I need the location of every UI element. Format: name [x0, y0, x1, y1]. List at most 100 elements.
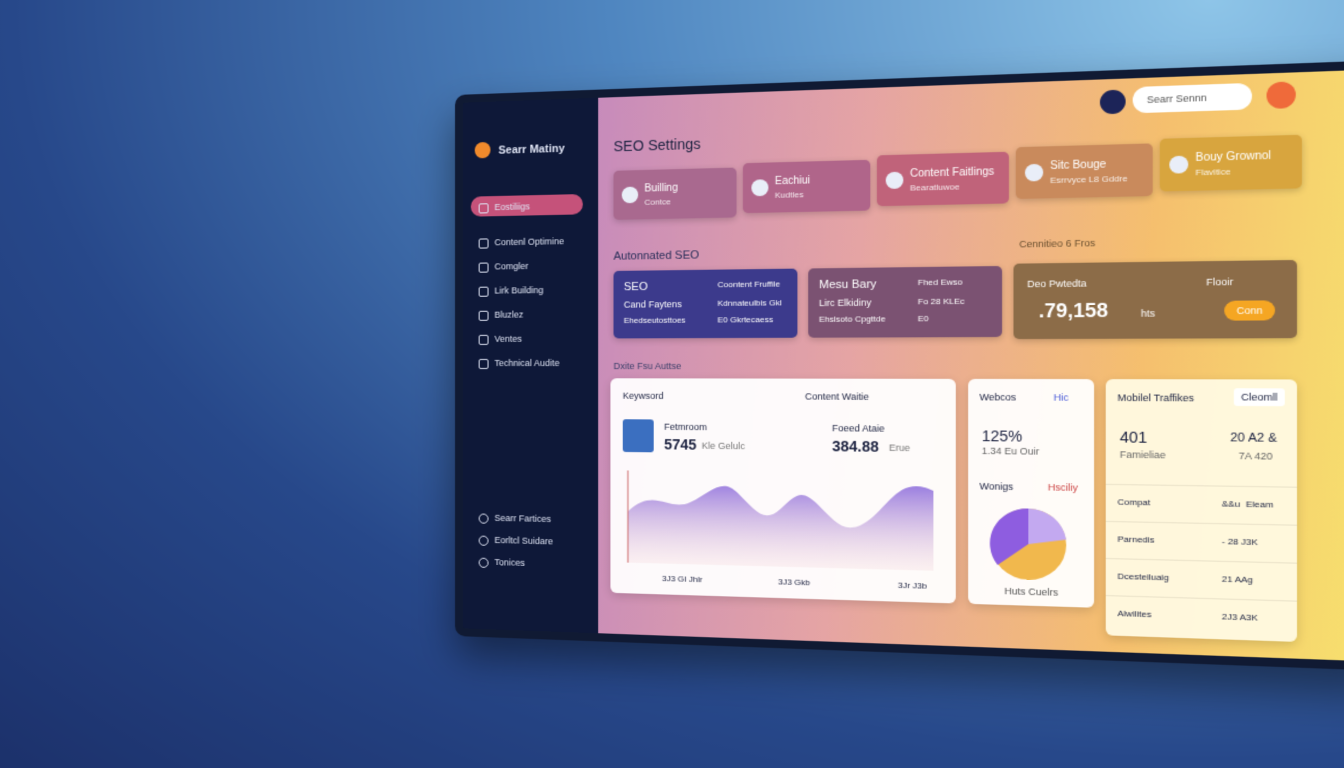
nav-item[interactable]: Bluzlez	[494, 309, 523, 319]
web-value: 125%	[982, 427, 1023, 445]
nav-item[interactable]: Contenl Optimine	[494, 236, 564, 247]
card-title: Builling	[644, 183, 677, 195]
page-title: SEO Settings	[614, 135, 701, 154]
top-card[interactable]: Builling Contce	[614, 168, 737, 220]
mid-card[interactable]: SEO Cand Faytens Ehedseutosttoes Coontent F…	[614, 269, 798, 339]
panel-title: Wonigs	[979, 481, 1013, 492]
row-divider	[1106, 484, 1297, 488]
row-cell: Eleam	[1246, 499, 1274, 509]
panel-title: Webcos	[979, 392, 1016, 403]
card-sub: Contce	[644, 197, 670, 207]
keyword-panel: Keywsord Content Waitie Fetmroom 5745 Kl…	[610, 378, 955, 603]
section-label: Cennitieo 6 Fros	[1019, 238, 1095, 250]
footer-item[interactable]: Tonices	[494, 557, 524, 568]
row-cell: Alwilites	[1117, 608, 1151, 619]
content-value: 384.88	[832, 438, 879, 455]
card-line2: Ehedseutosttoes	[624, 315, 686, 325]
nav-icon	[479, 287, 489, 297]
row-cell: Dcesteiluaig	[1117, 571, 1168, 582]
content-unit: Erue	[889, 442, 910, 453]
footer-item[interactable]: Searr Fartices	[494, 513, 551, 524]
row-cell: - 28 J3K	[1222, 536, 1258, 547]
nav-icon	[479, 335, 489, 345]
profile[interactable]	[1267, 81, 1296, 109]
filter[interactable]: Hic	[1054, 392, 1069, 403]
card-sub: Bearatluwoe	[910, 182, 960, 193]
card-title: Bouy Grownol	[1195, 150, 1271, 164]
nav-item[interactable]: Eostiliigs	[494, 201, 529, 212]
stat-button[interactable]: Conn	[1224, 300, 1275, 320]
monitor: Searr Matiny Eostiliigs Contenl Optimine C…	[455, 60, 1344, 672]
stat-unit: hts	[1141, 308, 1155, 319]
card-right1: Coontent Fruffile	[717, 279, 780, 289]
card-right2: Kdnnateulbis Gkl	[717, 298, 781, 308]
search[interactable]: Searr Sennn	[1133, 83, 1252, 113]
footer-icon	[479, 536, 489, 546]
stat-title: Deo Pwtedta	[1027, 278, 1086, 289]
nav-item[interactable]: Comgler	[494, 261, 528, 272]
section-label: Dxite Fsu Auttse	[614, 361, 682, 371]
row-divider	[1106, 595, 1297, 602]
card-title: Content Faitlings	[910, 166, 994, 180]
stat-card: Deo Pwtedta Flooir .79,158 hts Conn	[1013, 260, 1297, 339]
brand-logo	[475, 142, 491, 159]
main: SEO Settings Searr Sennn Builling Contce E…	[598, 69, 1344, 662]
nav-icon	[479, 359, 489, 369]
card-sub: Esrrvyce L8 Gddre	[1050, 174, 1128, 186]
row-divider	[1106, 521, 1297, 526]
panel-title: Mobilel Traffikes	[1117, 392, 1194, 403]
nav-icon	[479, 311, 489, 321]
card-right3: E0 Gkrtecaess	[717, 315, 773, 325]
nav-item[interactable]: Technical Audite	[494, 358, 559, 368]
panel-button[interactable]: Cleomll	[1234, 388, 1285, 406]
card-title: SEO	[624, 281, 648, 294]
card-right1: Fhed Ewso	[918, 277, 963, 287]
footer-icon	[479, 558, 489, 568]
top-card[interactable]: Content Faitlings Bearatluwoe	[877, 152, 1009, 206]
card-sub: Flavitice	[1195, 167, 1230, 178]
x-tick-label: 3J3 Gkb	[778, 577, 810, 587]
top-card[interactable]: Eachiui Kudtles	[743, 160, 870, 213]
content-label: Foeed Ataie	[832, 423, 885, 434]
nav-item[interactable]: Ventes	[494, 334, 521, 344]
sidebar: Searr Matiny Eostiliigs Contenl Optimine C…	[463, 98, 598, 633]
x-labels: 3J3 GI Jhlr 3J3 Gkb 3Jr J3b	[610, 378, 955, 379]
top-card[interactable]: Bouy Grownol Flavitice	[1160, 135, 1302, 192]
notifications[interactable]	[1100, 89, 1126, 114]
nav-item[interactable]: Lirk Building	[494, 285, 543, 296]
pie-caption: Huts Cuelrs	[1004, 586, 1058, 598]
nav-icon	[479, 263, 489, 273]
card-title: Mesu Bary	[819, 278, 876, 291]
row-cell: 2J3 A3K	[1222, 612, 1258, 623]
mobile-panel: Mobilel Traffikes Cleomll 401 20 A2 & Fa…	[1106, 379, 1297, 642]
area	[628, 482, 934, 571]
keyword-value: 5745	[664, 436, 697, 453]
card-icon	[1169, 156, 1188, 174]
nav-icon	[479, 203, 489, 213]
card-sub: Kudtles	[775, 190, 804, 200]
footer-item[interactable]: Eorltcl Suidare	[494, 535, 553, 547]
col-header: Keywsord	[623, 391, 664, 401]
row-cell: &&u	[1222, 499, 1240, 509]
stat-right: Flooir	[1206, 276, 1233, 287]
card-icon	[622, 187, 638, 204]
row-divider	[1106, 558, 1297, 564]
card-icon	[751, 179, 768, 196]
card-icon	[886, 172, 904, 189]
nav-icon	[479, 238, 489, 248]
x-tick-label: 3Jr J3b	[898, 580, 927, 590]
card-title: Sitc Bouge	[1050, 159, 1106, 172]
card-right2: Fo 28 KLEc	[918, 296, 965, 306]
col-header: Content Waitie	[805, 391, 869, 402]
x-tick-label: 3J3 GI Jhlr	[662, 574, 702, 584]
card-line2: Ehslsoto Cpgttde	[819, 314, 886, 324]
filter[interactable]: Hsciliy	[1048, 482, 1078, 493]
mobile-value-right: 20 A2 &	[1230, 431, 1277, 445]
brand: Searr Matiny	[498, 143, 564, 157]
top-card[interactable]: Sitc Bouge Esrrvyce L8 Gddre	[1016, 143, 1153, 199]
mid-card[interactable]: Mesu Bary Lirc Elkidiny Ehslsoto Cpgttde Fh…	[808, 266, 1002, 338]
card-icon	[1025, 164, 1043, 182]
row-cell: Parnedis	[1117, 534, 1154, 545]
mobile-value: 401	[1120, 428, 1147, 446]
